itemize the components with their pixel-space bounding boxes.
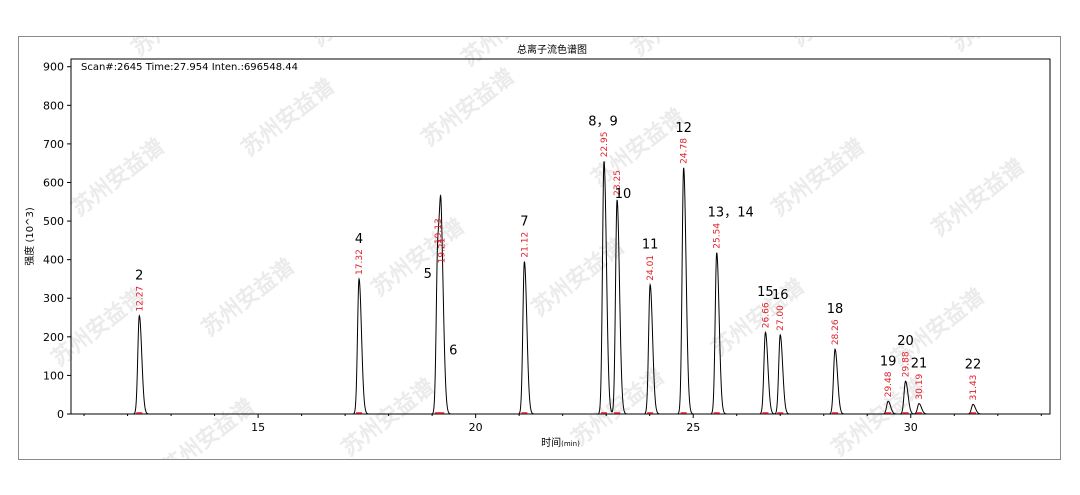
y-tick-label: 800 <box>43 99 64 112</box>
peak-number-label: 4 <box>355 232 363 247</box>
x-axis-label-main: 时间 <box>541 436 561 449</box>
x-tick-label: 15 <box>251 421 265 434</box>
watermark-text: 苏州安益谱 <box>367 214 470 302</box>
peak-number-label: 22 <box>965 357 982 372</box>
peak-number-label: 6 <box>449 343 457 358</box>
peak-number-label: 19 <box>880 354 897 369</box>
peak-number-label: 20 <box>897 334 914 349</box>
watermark-text: 苏州安益谱 <box>417 64 520 152</box>
peak-retention-time: 29.88 <box>902 351 912 377</box>
y-tick-label: 100 <box>43 369 64 382</box>
peak-number-label: 5 <box>424 267 432 282</box>
tic-trace <box>71 161 1050 415</box>
y-tick-label: 900 <box>43 61 64 74</box>
peak-number-label: 11 <box>642 238 659 253</box>
watermark-text: 苏州安益谱 <box>197 254 300 342</box>
peak-number-label: 10 <box>615 187 632 202</box>
peak-number-label: 15 <box>757 285 774 300</box>
y-tick-label: 400 <box>43 254 64 267</box>
peak-number-label: 2 <box>135 269 143 284</box>
peak-retention-time: 23.25 <box>613 170 623 196</box>
peak-number-label: 8，9 <box>588 114 618 129</box>
watermark-text: 苏州安益谱 <box>527 234 630 322</box>
peak-retention-time: 30.19 <box>915 374 925 400</box>
scan-info: Scan#:2645 Time:27.954 Inten.:696548.44 <box>81 62 298 73</box>
peak-retention-time: 19.13 <box>434 218 444 244</box>
peak-number-label: 21 <box>911 357 928 372</box>
peak-retention-time: 28.26 <box>831 319 841 345</box>
watermark-text: 苏州安益谱 <box>307 37 410 52</box>
watermark-text: 苏州安益谱 <box>127 37 230 62</box>
y-tick-label: 300 <box>43 292 64 305</box>
chart-title: 总离子流色谱图 <box>517 43 587 56</box>
x-tick-label: 20 <box>469 421 483 434</box>
y-tick-label: 0 <box>57 408 64 421</box>
peak-retention-time: 27.00 <box>776 305 786 331</box>
x-tick-label: 25 <box>686 421 700 434</box>
chart-frame: 苏州安益谱 苏州安益谱 苏州安益谱 苏州安益谱 苏州安益谱 苏州安益谱 苏州安益谱 苏州安益谱… <box>18 36 1061 460</box>
watermark-text: 苏州安益谱 <box>157 394 260 459</box>
watermark-text: 苏州安益谱 <box>627 37 730 62</box>
y-tick-label: 600 <box>43 176 64 189</box>
peak-retention-time: 12.27 <box>135 286 145 312</box>
watermark-text: 苏州安益谱 <box>237 74 340 162</box>
peak-number-label: 7 <box>520 215 528 230</box>
peak-number-label: 18 <box>827 302 844 317</box>
peak-retention-time: 22.95 <box>600 131 610 157</box>
watermark-text: 苏州安益谱 <box>927 154 1030 242</box>
watermark-text: 苏州安益谱 <box>827 374 930 459</box>
peak-retention-time: 29.48 <box>884 371 894 397</box>
y-axis: 0 100 200 300 400 500 600 700 800 900 <box>43 61 71 421</box>
peak-retention-time: 17.32 <box>355 249 365 275</box>
peak-retention-time: 26.66 <box>761 302 771 328</box>
peak-retention-time: 31.43 <box>969 375 979 401</box>
x-tick-label: 30 <box>904 421 918 434</box>
peak-number-label: 12 <box>675 121 692 136</box>
watermark-text: 苏州安益谱 <box>337 374 440 459</box>
y-tick-label: 500 <box>43 215 64 228</box>
watermark-text: 苏州安益谱 <box>787 37 890 52</box>
peak-annotations: 12.27 2 17.32 4 19.13 5 19.21 6 21.12 7 22.95 8，9 23… <box>135 114 982 414</box>
x-axis-label: 时间(min) <box>541 436 580 449</box>
peak-number-label: 16 <box>772 288 789 303</box>
peak-retention-time: 24.01 <box>646 255 656 281</box>
watermark-text: 苏州安益谱 <box>767 134 870 222</box>
peak-retention-time: 24.78 <box>680 138 690 164</box>
peak-number-label: 13，14 <box>708 206 754 221</box>
watermark-text: 苏州安益谱 <box>67 134 170 222</box>
y-tick-label: 700 <box>43 138 64 151</box>
y-axis-label: 强度 (10^3) <box>23 207 36 266</box>
watermark-text: 苏州安益谱 <box>947 37 1050 57</box>
peak-retention-time: 21.12 <box>520 232 530 258</box>
y-tick-label: 200 <box>43 331 64 344</box>
x-axis: 15 20 25 30 <box>83 414 1042 434</box>
peak-retention-time: 25.54 <box>713 223 723 249</box>
peak-retention-time: 19.21 <box>437 238 447 264</box>
x-axis-label-unit: (min) <box>561 440 580 448</box>
